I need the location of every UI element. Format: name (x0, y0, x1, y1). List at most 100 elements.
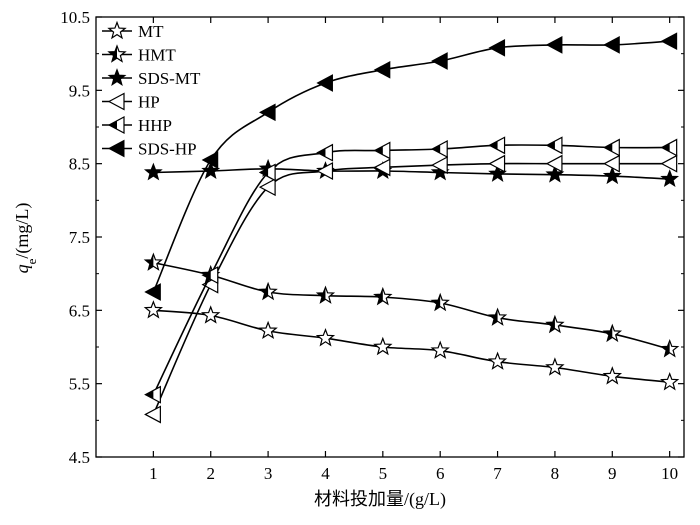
data-point-sds-hp (259, 103, 276, 122)
data-point-hhp-fill (546, 141, 555, 150)
data-point-hp-shape (258, 178, 276, 197)
data-point-hhp-fill (317, 148, 326, 157)
data-point-hp (488, 154, 506, 173)
data-point-sds-hp-shape (259, 103, 276, 122)
data-point-sds-mt (545, 164, 565, 183)
legend-marker-hp-shape (107, 92, 125, 111)
legend-marker-hhp (107, 116, 125, 134)
data-point-hhp-fill (145, 390, 154, 399)
data-point-mt (487, 351, 508, 370)
data-point-hmt (659, 339, 680, 358)
legend-label-sds-mt: SDS-MT (138, 69, 201, 88)
y-tick-label: 10.5 (60, 8, 90, 27)
data-point-hp (430, 156, 448, 175)
data-point-hp (660, 154, 678, 173)
data-point-hmt (143, 252, 164, 271)
x-tick-label: 9 (608, 464, 617, 483)
data-point-hhp (144, 385, 161, 404)
data-point-hp (545, 154, 563, 173)
data-point-mt-shape (315, 328, 336, 347)
legend-marker-mt-shape (107, 20, 127, 40)
data-point-hp (603, 154, 620, 173)
x-tick-label: 8 (551, 464, 560, 483)
data-point-hhp-fill (604, 143, 613, 152)
data-point-sds-hp-shape (201, 151, 219, 169)
data-point-hp-shape (316, 162, 334, 180)
y-axis-title-sub: e (24, 258, 39, 264)
data-point-sds-hp-shape (488, 38, 506, 57)
legend-label-hmt: HMT (138, 46, 176, 65)
x-tick-label: 2 (206, 464, 215, 483)
data-point-hp-shape (660, 154, 678, 173)
data-point-hhp-fill (202, 270, 211, 280)
data-point-sds-mt-shape (143, 162, 163, 181)
data-point-mt-shape (602, 366, 623, 385)
legend-marker-sds-hp-shape (107, 139, 125, 158)
data-point-hp (316, 162, 334, 180)
data-point-sds-hp-shape (144, 283, 161, 301)
data-point-hmt-fill (145, 254, 154, 270)
data-point-hhp (258, 163, 276, 182)
data-point-sds-hp (144, 283, 161, 301)
data-point-sds-hp-shape (603, 36, 620, 54)
data-point-sds-hp (316, 74, 333, 92)
data-point-sds-hp-shape (545, 36, 563, 54)
data-point-hmt-shape (258, 281, 278, 301)
data-point-mt (659, 372, 680, 391)
legend: MT HMT SDS-MT HP HHP SDS-HP (102, 22, 201, 159)
data-point-hp (373, 158, 391, 177)
data-point-hp (258, 178, 276, 197)
legend-label-mt: MT (138, 22, 164, 41)
data-point-hmt-fill (374, 288, 383, 304)
data-point-hhp (660, 138, 678, 157)
data-point-sds-hp-shape (373, 60, 391, 79)
y-axis-title: qe/(mg/L) (12, 203, 39, 274)
x-tick-label: 3 (264, 464, 273, 483)
data-point-hhp (430, 140, 448, 158)
x-tick-label: 5 (379, 464, 388, 483)
data-point-sds-hp-shape (431, 52, 448, 70)
data-point-mt (430, 340, 450, 359)
data-point-mt-shape (373, 336, 393, 356)
legend-marker-hmt (107, 44, 127, 63)
x-tick-label: 7 (493, 464, 502, 483)
data-point-hhp (316, 143, 334, 162)
series-line-sds-mt (153, 167, 670, 180)
data-point-hmt (487, 307, 508, 326)
y-axis-title-unit: /(mg/L) (12, 203, 33, 259)
y-axis-title-var: q (12, 264, 32, 273)
data-point-mt (258, 320, 278, 340)
data-point-mt-shape (143, 300, 164, 319)
data-point-mt (545, 357, 565, 376)
data-point-hmt-fill (546, 316, 555, 332)
y-tick-label: 5.5 (69, 375, 90, 394)
data-point-sds-hp (545, 36, 563, 54)
legend-label-sds-hp: SDS-HP (138, 140, 197, 159)
data-point-hmt-shape (430, 292, 450, 312)
data-point-hmt-fill (604, 325, 613, 341)
data-point-sds-hp (373, 60, 391, 79)
data-point-hmt (373, 286, 393, 306)
data-point-mt-shape (545, 357, 565, 376)
data-point-hhp-fill (260, 168, 269, 177)
data-point-hmt-fill (317, 287, 326, 303)
data-point-sds-mt (143, 162, 163, 181)
data-point-hp-shape (144, 405, 161, 424)
data-point-sds-hp-shape (316, 74, 333, 92)
data-point-hp-shape (488, 154, 506, 173)
series-line-hmt (153, 261, 670, 350)
series-line-mt (153, 309, 670, 383)
x-tick-label: 10 (661, 464, 678, 483)
data-point-hmt-fill (661, 340, 670, 357)
data-point-mt-shape (258, 320, 278, 340)
data-point-sds-mt-shape (660, 169, 680, 188)
legend-label-hhp: HHP (138, 116, 172, 135)
legend-marker-sds-mt (107, 68, 127, 87)
data-point-sds-hp (603, 36, 620, 54)
legend-marker-sds-mt-shape (107, 68, 127, 87)
data-point-hmt-fill (489, 309, 498, 325)
data-point-sds-hp (660, 32, 678, 51)
y-tick-label: 6.5 (69, 301, 90, 320)
data-point-mt (315, 328, 336, 347)
